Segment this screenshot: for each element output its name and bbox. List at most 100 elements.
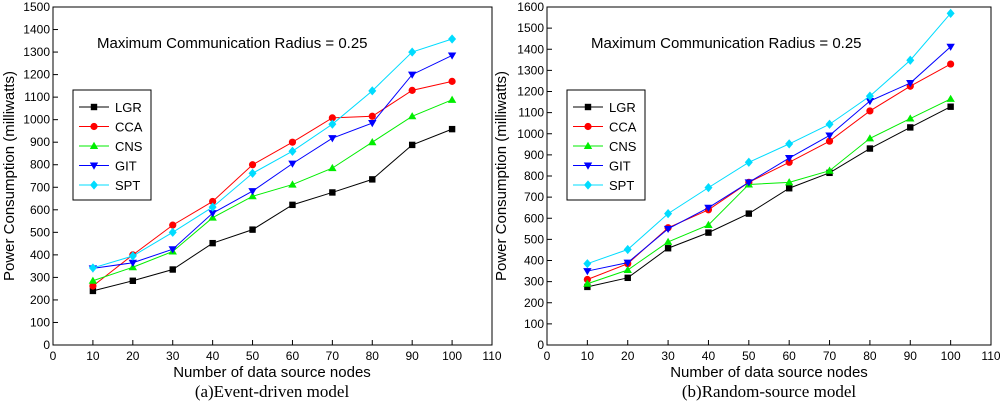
data-point-git [623, 259, 632, 267]
series-cns [88, 95, 457, 284]
data-point-git [663, 225, 673, 234]
x-tick-label: 110 [981, 349, 1000, 363]
data-point-cns [906, 114, 915, 122]
series-cns [583, 94, 955, 287]
data-point-git [288, 160, 297, 168]
legend-box [566, 89, 646, 201]
series-line-cca [92, 80, 453, 287]
y-tick-label: 1600 [517, 0, 544, 14]
chart-caption: (a)Event-driven model [195, 382, 350, 401]
legend-item-cca: CCA [79, 120, 143, 135]
data-point-lgr [369, 176, 376, 183]
data-point-spt [946, 8, 955, 18]
data-point-lgr [209, 239, 216, 247]
series-line-git [92, 54, 453, 269]
chart-caption: (b)Random-source model [682, 382, 856, 401]
y-tick-label: 400 [30, 248, 50, 262]
y-tick-label: 1400 [517, 42, 544, 56]
data-point-git [744, 179, 754, 187]
y-tick-label: 200 [30, 293, 50, 307]
data-point-spt [408, 47, 417, 57]
plot-frame [52, 6, 493, 346]
y-tick-label: 900 [30, 135, 50, 149]
x-tick-label: 90 [406, 349, 420, 363]
data-point-spt [88, 263, 97, 273]
x-tick-label: 0 [544, 349, 551, 363]
data-point-spt [785, 139, 794, 149]
data-point-cns [865, 134, 875, 142]
data-point-lgr [705, 229, 712, 236]
legend-label: LGR [115, 100, 142, 115]
legend-label: SPT [115, 178, 140, 193]
data-point-spt [368, 86, 377, 96]
legend-label: GIT [609, 159, 631, 174]
x-tick-label: 80 [863, 349, 877, 363]
series-line-lgr [92, 128, 453, 292]
data-point-git [865, 98, 875, 106]
legend-item-cns: CNS [79, 139, 143, 154]
legend-marker [583, 141, 593, 149]
data-point-lgr [448, 125, 456, 133]
data-point-lgr [947, 103, 954, 110]
legend-marker [90, 103, 98, 111]
series-line-cns [92, 99, 453, 282]
x-tick-label: 50 [742, 349, 756, 363]
chart-panel-random-source: 0 10 20 30 40 50 60 70 80 90 100 110010020030040050… [493, 0, 1000, 401]
chart-annotation: Maximum Communication Radius = 0.25 [591, 35, 862, 52]
data-point-cns [368, 138, 377, 146]
y-tick-label: 800 [30, 158, 50, 172]
x-tick-label: 60 [286, 349, 300, 363]
legend-box [72, 89, 152, 201]
y-tick-label: 1300 [23, 45, 50, 59]
x-tick-label: 20 [126, 349, 140, 363]
legend-label: CCA [609, 120, 637, 135]
series-line-spt [587, 13, 952, 265]
x-tick-label: 10 [581, 349, 595, 363]
data-point-cca [583, 275, 591, 284]
series-cca [89, 77, 456, 290]
data-point-spt [328, 119, 337, 129]
data-point-git [128, 259, 138, 267]
y-tick-label: 1500 [517, 21, 544, 35]
data-point-git [168, 246, 177, 254]
data-point-cns [663, 237, 673, 245]
x-tick-label: 110 [482, 349, 501, 363]
legend-item-spt: SPT [573, 178, 634, 193]
y-tick-label: 100 [30, 315, 50, 329]
y-tick-label: 1200 [23, 68, 50, 82]
series-line-cns [587, 98, 951, 285]
data-point-git [906, 80, 915, 88]
legend: LGR CCA CNS GIT SPT [566, 89, 646, 201]
data-point-cca [866, 107, 874, 115]
y-tick-label: 1200 [517, 85, 544, 99]
legend-label: SPT [609, 178, 634, 193]
y-tick-label: 1500 [23, 0, 50, 14]
x-tick-label: 60 [783, 349, 797, 363]
data-point-cns [288, 180, 297, 188]
data-point-lgr [907, 124, 914, 131]
x-tick-label: 50 [246, 349, 260, 363]
data-point-cca [408, 86, 416, 94]
data-point-lgr [408, 141, 416, 149]
data-point-cca [248, 161, 257, 169]
legend-item-lgr: LGR [79, 100, 142, 115]
y-tick-label: 1100 [24, 90, 50, 104]
data-point-cca [785, 158, 793, 166]
legend-marker [584, 122, 592, 131]
x-tick-label: 40 [206, 349, 220, 363]
data-point-spt [448, 34, 457, 44]
data-point-lgr [249, 226, 256, 233]
x-tick-label: 80 [366, 349, 380, 363]
data-point-spt [664, 209, 673, 219]
y-tick-label: 0 [43, 338, 50, 352]
data-point-cns [623, 265, 632, 274]
data-point-spt [248, 168, 257, 178]
data-point-lgr [129, 277, 137, 284]
legend-marker [90, 122, 98, 131]
y-tick-label: 600 [524, 211, 544, 225]
y-tick-label: 300 [524, 275, 544, 289]
series-lines [88, 34, 457, 295]
legend-marker [584, 103, 592, 111]
data-point-cca [448, 77, 456, 85]
